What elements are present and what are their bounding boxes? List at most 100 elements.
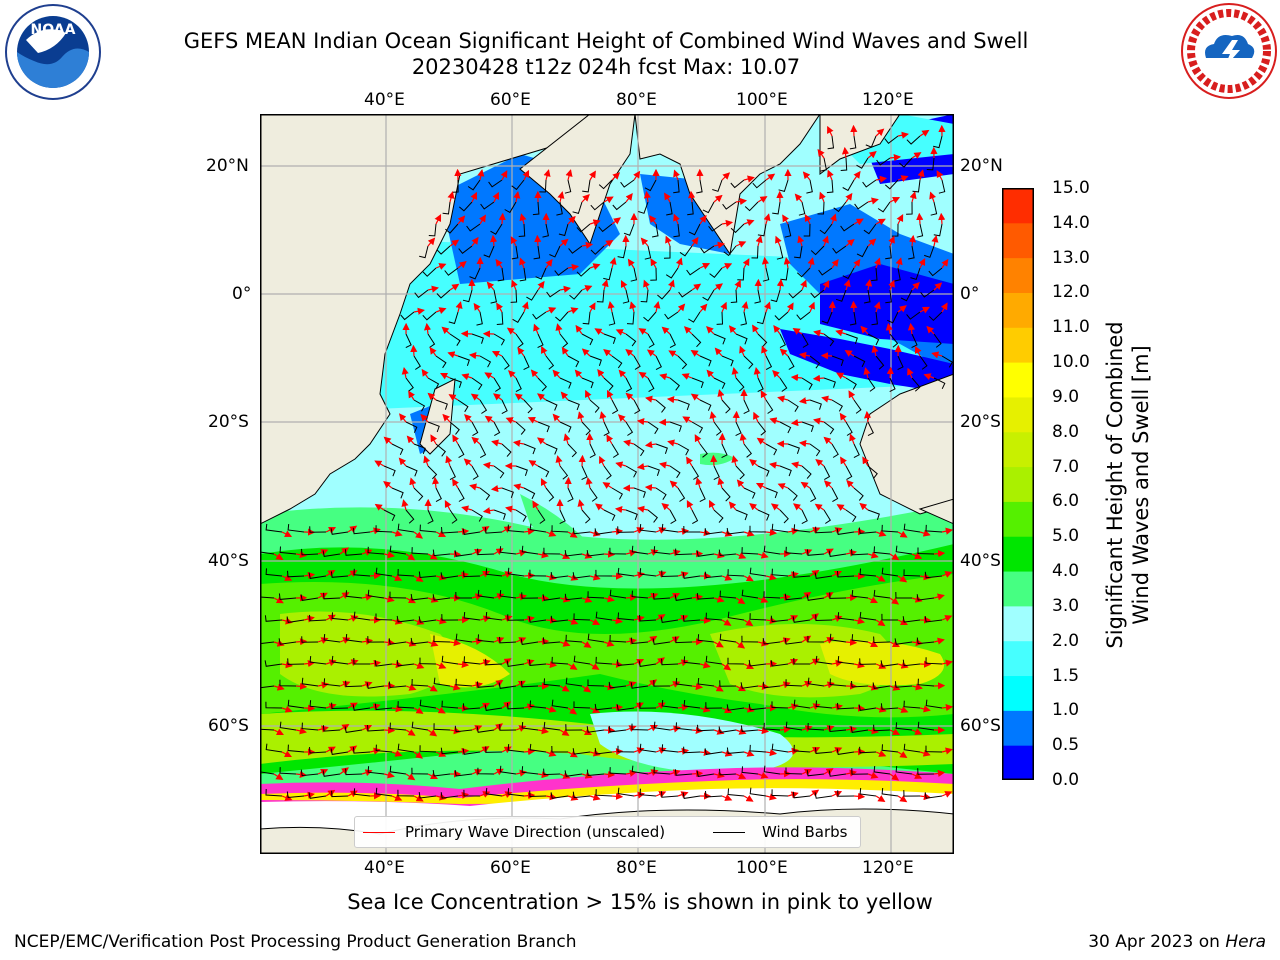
wave-direction-arrow (699, 214, 707, 225)
wave-direction-arrow (846, 479, 855, 489)
wind-barb (827, 135, 835, 150)
wave-direction-arrow (669, 549, 681, 557)
wind-barb (741, 635, 759, 643)
wind-barb (864, 289, 871, 304)
wind-barb (925, 699, 943, 709)
wave-direction-arrow (559, 595, 571, 603)
wind-barb (771, 523, 789, 533)
wave-direction-arrow (773, 325, 781, 335)
wind-barb (652, 638, 671, 645)
wave-direction-arrow (339, 592, 350, 600)
wave-direction-arrow (369, 747, 381, 755)
wave-direction-arrow (897, 175, 909, 182)
wave-direction-arrow (567, 530, 578, 538)
wind-barb (287, 744, 305, 753)
wind-barb (501, 487, 514, 498)
wave-direction-arrow (859, 502, 869, 511)
wind-barb (655, 487, 667, 500)
wind-barb (743, 443, 752, 458)
wind-barb (625, 509, 638, 521)
wave-direction-arrow (514, 393, 525, 401)
wind-barb (595, 611, 613, 621)
wind-barb (265, 788, 283, 797)
wind-barb (608, 311, 616, 326)
wind-barb (551, 745, 568, 753)
wind-barb (863, 223, 877, 235)
wave-direction-arrow (317, 637, 329, 644)
wave-direction-arrow (491, 439, 503, 447)
wind-barb (859, 746, 877, 754)
wind-barb (873, 765, 891, 775)
wind-barb (837, 656, 855, 665)
wind-barb (265, 523, 283, 533)
wave-direction-arrow (691, 593, 704, 601)
wind-barb (523, 355, 530, 371)
wind-barb (529, 523, 547, 533)
wind-barb (595, 789, 613, 797)
wind-barb (770, 660, 789, 667)
wave-direction-arrow (501, 615, 513, 622)
wind-barb (650, 267, 657, 281)
wave-direction-arrow (798, 351, 811, 359)
wind-barb (638, 201, 649, 214)
wave-direction-arrow (491, 351, 503, 358)
colorbar-bin (1002, 605, 1034, 642)
wind-barb (887, 311, 899, 324)
wave-direction-arrow (347, 702, 358, 710)
wave-direction-arrow (429, 346, 437, 357)
wind-barb (523, 399, 533, 414)
wave-direction-arrow (519, 257, 526, 269)
wind-barb (367, 589, 385, 599)
wave-direction-arrow (361, 725, 373, 732)
wind-barbs-legend-swatch (713, 832, 745, 833)
wave-direction-arrow (827, 169, 834, 181)
wind-barb (756, 311, 767, 325)
wave-direction-arrow (929, 191, 937, 203)
wave-direction-arrow (710, 454, 718, 467)
wave-direction-arrow (790, 418, 803, 427)
wind-barb (700, 245, 715, 254)
wave-direction-arrow (923, 373, 935, 381)
wave-direction-arrow (728, 325, 737, 335)
wave-direction-arrow (867, 150, 877, 159)
wind-barb (743, 399, 750, 415)
wind-barb (391, 487, 404, 499)
wave-direction-arrow (765, 173, 776, 181)
wind-barb (779, 421, 792, 434)
wind-barb (639, 568, 657, 577)
wave-direction-arrow (831, 259, 839, 269)
wind-barb (895, 545, 913, 555)
wind-barb (515, 421, 526, 435)
australia-land (859, 373, 954, 515)
wind-barb (877, 201, 891, 213)
wind-barb (497, 267, 505, 282)
wind-barb (375, 744, 393, 753)
wave-direction-arrow (732, 410, 740, 423)
wind-barb (911, 333, 918, 349)
wind-barb (762, 267, 770, 282)
wave-direction-arrow (625, 725, 637, 732)
wave-direction-arrow (498, 212, 506, 225)
wave-direction-arrow (867, 596, 878, 604)
wave-direction-arrow (941, 527, 953, 535)
wave-direction-arrow (471, 593, 483, 601)
wind-barb (581, 377, 594, 389)
wind-barb (411, 678, 429, 687)
wave-direction-arrow (677, 303, 686, 313)
wave-direction-arrow (843, 279, 851, 291)
wind-barb (300, 594, 319, 601)
wave-direction-arrow (839, 412, 847, 423)
wind-barb (903, 743, 921, 753)
wind-barb (528, 616, 547, 623)
wave-direction-arrow (845, 192, 853, 203)
wave-direction-arrow (609, 257, 617, 269)
wind-barb (719, 633, 737, 643)
wind-barb (849, 311, 857, 326)
wind-barb (532, 201, 540, 216)
wind-barb (389, 591, 407, 599)
wave-direction-arrow (383, 436, 393, 445)
wave-direction-arrow (317, 592, 328, 600)
wave-direction-arrow (545, 258, 553, 269)
wave-direction-arrow (755, 235, 763, 247)
wave-direction-arrow (441, 326, 451, 335)
